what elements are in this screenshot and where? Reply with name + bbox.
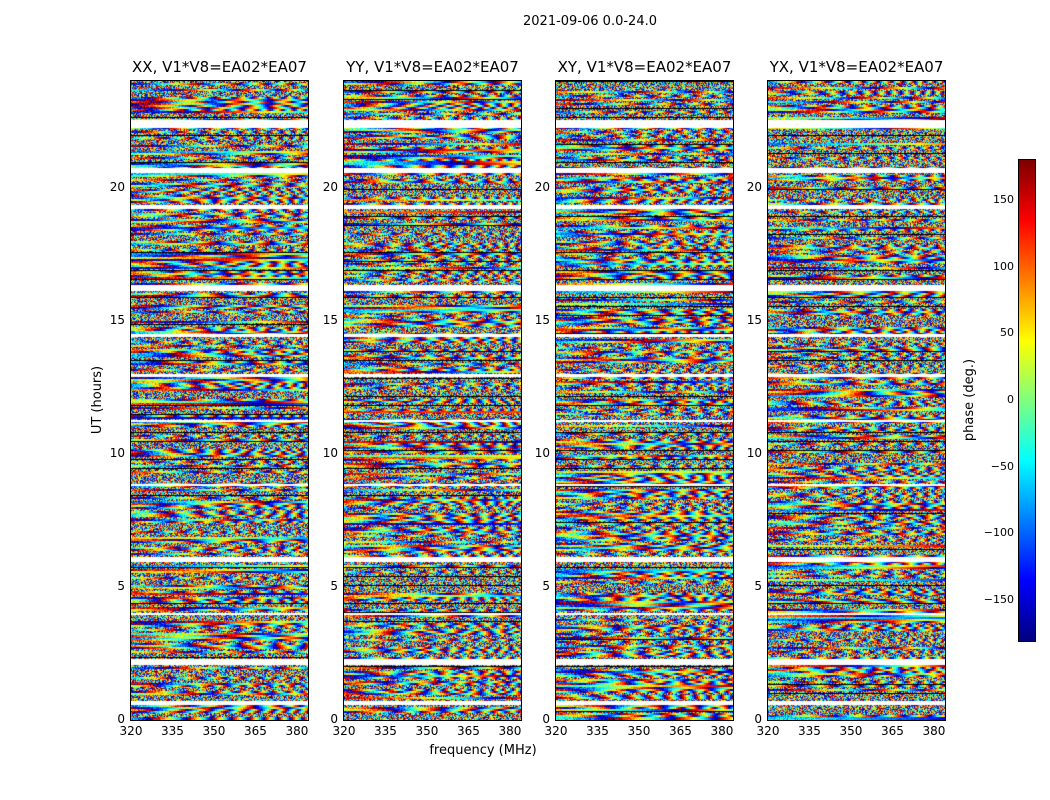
- heatmap-panel-xx: [130, 80, 309, 721]
- y-tick-label: 20: [534, 179, 550, 194]
- y-tick-label: 0: [330, 712, 338, 726]
- y-tick-label: 10: [534, 445, 550, 460]
- colorbar-tick-label: −150: [983, 593, 1014, 606]
- x-tick-label: 350: [202, 724, 226, 738]
- y-tick-label: 0: [117, 712, 125, 726]
- x-tick-label: 365: [669, 724, 692, 738]
- heatmap-panel-xy: [555, 80, 734, 721]
- y-tick-label: 5: [117, 578, 125, 593]
- colorbar-tick-label: 50: [1000, 326, 1014, 340]
- panel-title: XY, V1*V8=EA02*EA07: [557, 58, 732, 76]
- y-tick-label: 15: [109, 312, 125, 327]
- y-tick-label: 15: [322, 312, 338, 327]
- y-tick-label: 15: [534, 312, 550, 327]
- y-axis-label: UT (hours): [90, 365, 105, 435]
- x-tick-label: 320: [119, 724, 143, 738]
- y-tick-label: 10: [322, 445, 338, 460]
- colorbar-tick-label: −50: [990, 459, 1014, 473]
- y-tick-label: 10: [109, 445, 125, 460]
- x-tick-label: 350: [627, 724, 651, 738]
- heatmap-cells: [344, 81, 521, 720]
- y-tick-label: 0: [542, 712, 550, 726]
- heatmap-cells: [768, 81, 945, 720]
- colorbar-label: phase (deg.): [962, 358, 977, 442]
- x-tick-label: 335: [586, 724, 609, 738]
- heatmap-cells: [131, 81, 308, 720]
- y-tick-label: 20: [322, 179, 338, 194]
- colorbar-tick-label: −100: [983, 526, 1014, 540]
- y-tick-label: 10: [746, 445, 762, 460]
- heatmap-panel-yx: [767, 80, 946, 721]
- x-tick-label: 335: [798, 724, 821, 738]
- y-tick-label: 5: [330, 578, 338, 593]
- y-tick-label: 15: [746, 312, 762, 327]
- x-tick-label: 365: [457, 724, 480, 738]
- x-tick-label: 350: [839, 724, 863, 738]
- x-tick-label: 365: [244, 724, 267, 738]
- x-axis-label: frequency (MHz): [429, 743, 537, 758]
- x-tick-label: 350: [415, 724, 439, 738]
- x-tick-label: 335: [161, 724, 184, 738]
- colorbar-tick-label: 100: [993, 259, 1014, 273]
- y-tick-label: 5: [542, 578, 550, 593]
- x-tick-label: 365: [881, 724, 904, 738]
- y-tick-label: 5: [754, 578, 762, 593]
- x-tick-label: 380: [710, 724, 734, 738]
- y-tick-label: 20: [746, 179, 762, 194]
- x-tick-label: 320: [756, 724, 780, 738]
- panel-title: XX, V1*V8=EA02*EA07: [132, 58, 307, 76]
- x-tick-label: 380: [285, 724, 309, 738]
- x-tick-label: 320: [544, 724, 568, 738]
- heatmap-cells: [556, 81, 733, 720]
- y-tick-label: 0: [754, 712, 762, 726]
- panel-title: YY, V1*V8=EA02*EA07: [346, 58, 519, 76]
- y-tick-label: 20: [109, 179, 125, 194]
- colorbar: [1018, 159, 1036, 642]
- colorbar-tick-label: 150: [993, 193, 1014, 206]
- heatmap-panel-yy: [343, 80, 522, 721]
- panel-title: YX, V1*V8=EA02*EA07: [769, 58, 944, 76]
- x-tick-label: 380: [922, 724, 946, 738]
- colorbar-gradient: [1019, 160, 1035, 641]
- x-tick-label: 320: [332, 724, 356, 738]
- colorbar-tick-label: 0: [1007, 393, 1014, 406]
- x-tick-label: 380: [498, 724, 522, 738]
- figure-title: 2021-09-06 0.0-24.0: [523, 14, 657, 29]
- x-tick-label: 335: [374, 724, 397, 738]
